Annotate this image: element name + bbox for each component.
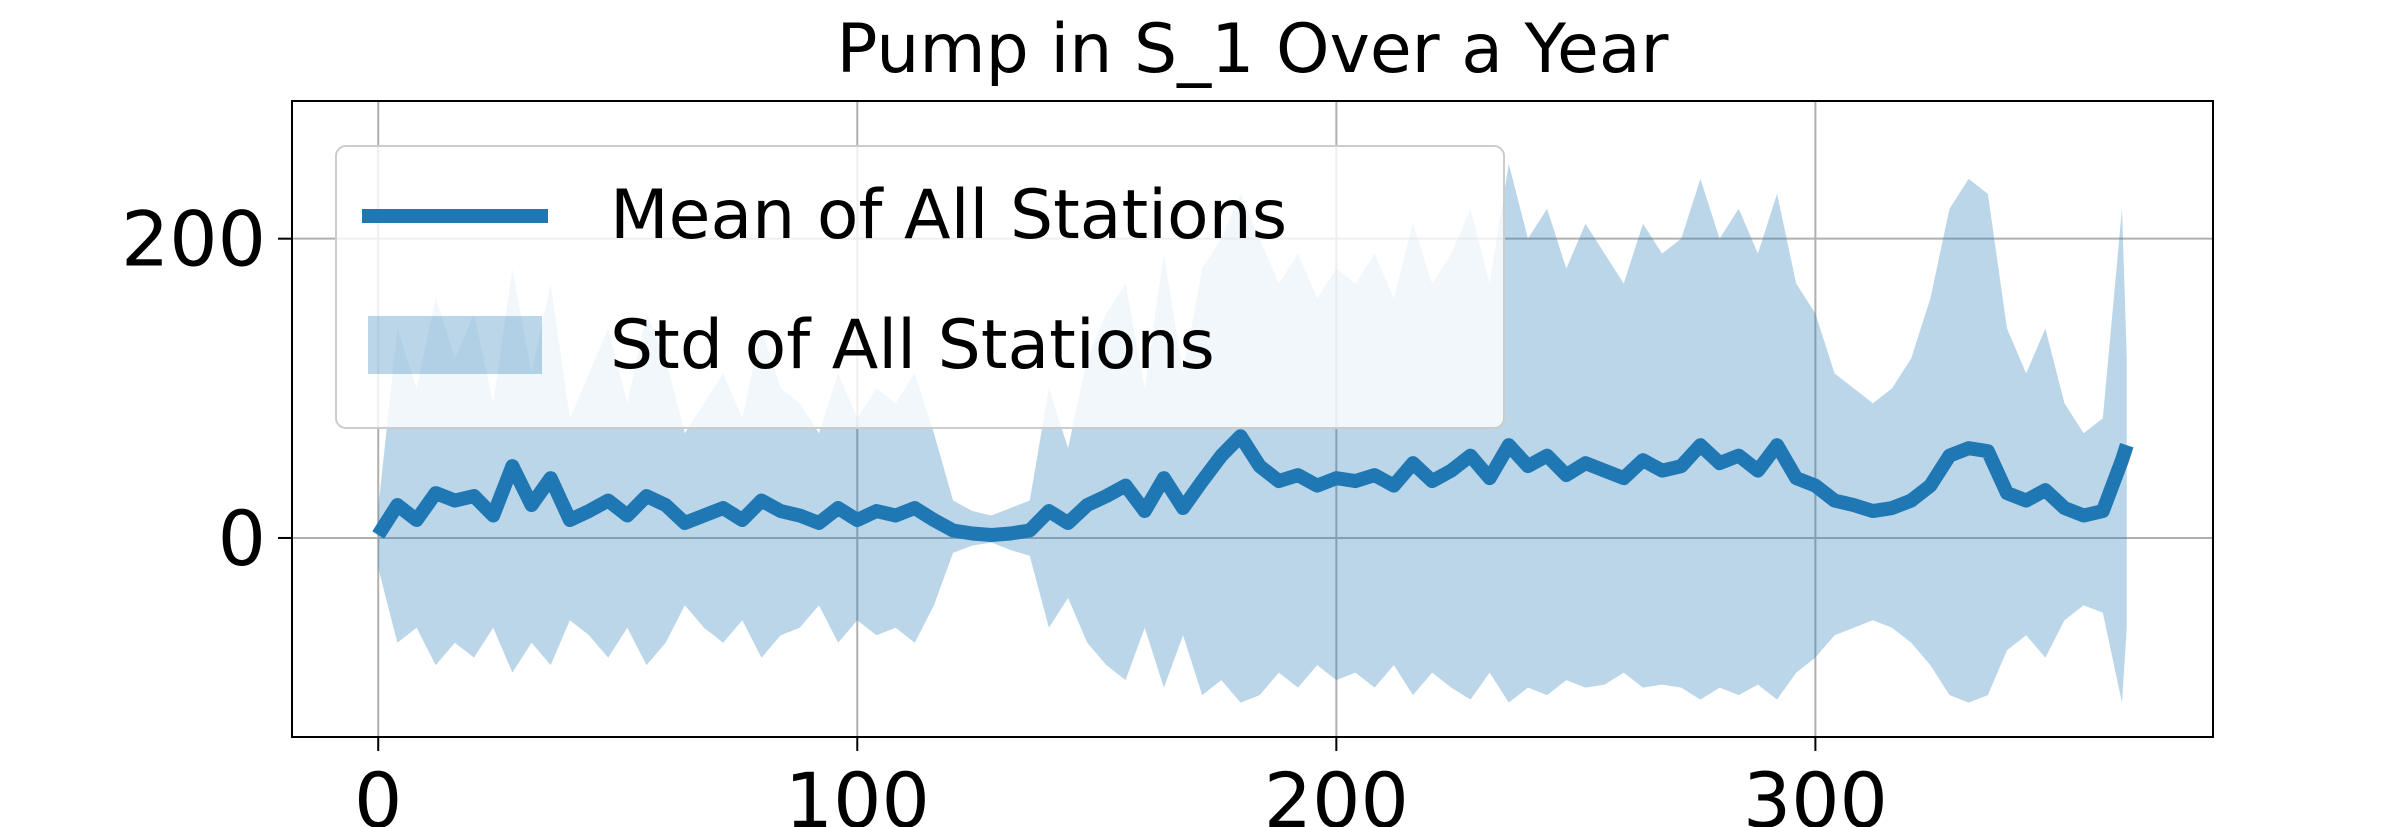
mean-line-layer bbox=[372, 429, 2134, 542]
x-tick-label: 0 bbox=[354, 756, 402, 827]
x-tick-label: 100 bbox=[785, 756, 930, 827]
std-band-layer bbox=[378, 163, 2127, 703]
mean-line bbox=[372, 429, 2134, 542]
chart-title: Pump in S_1 Over a Year bbox=[836, 10, 1668, 89]
y-tick-label: 0 bbox=[218, 494, 266, 583]
legend-box bbox=[335, 145, 1505, 429]
plot-frame bbox=[291, 100, 2214, 738]
std-band bbox=[378, 163, 2127, 703]
legend-std-label: Std of All Stations bbox=[610, 306, 1215, 385]
legend-mean-label: Mean of All Stations bbox=[610, 176, 1287, 255]
y-tick-label: 200 bbox=[121, 195, 266, 284]
x-tick-label: 200 bbox=[1264, 756, 1409, 827]
axes: 0 100 200 300 0 200 bbox=[121, 100, 2214, 827]
legend-std-swatch bbox=[368, 316, 542, 374]
legend: Mean of All Stations Std of All Stations bbox=[335, 145, 1505, 429]
x-tick-label: 300 bbox=[1743, 756, 1888, 827]
